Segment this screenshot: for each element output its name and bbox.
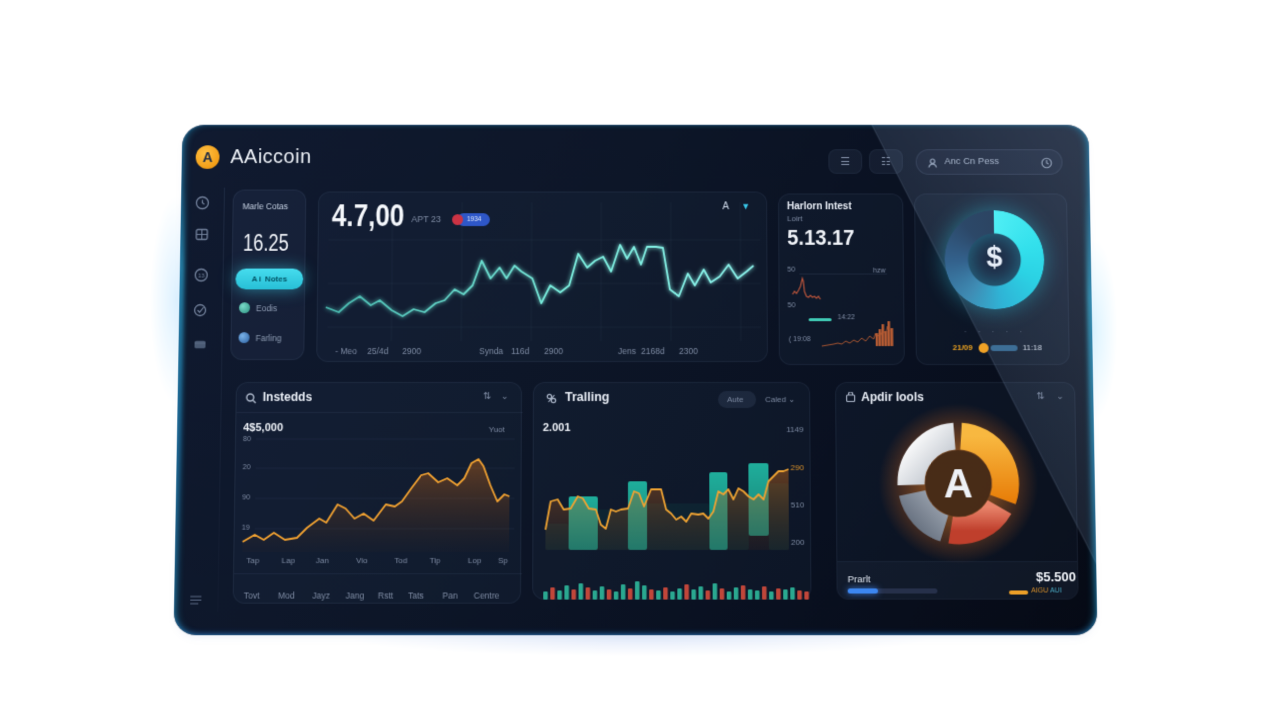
svg-text:13: 13	[198, 274, 205, 280]
svg-text:A: A	[944, 462, 974, 506]
